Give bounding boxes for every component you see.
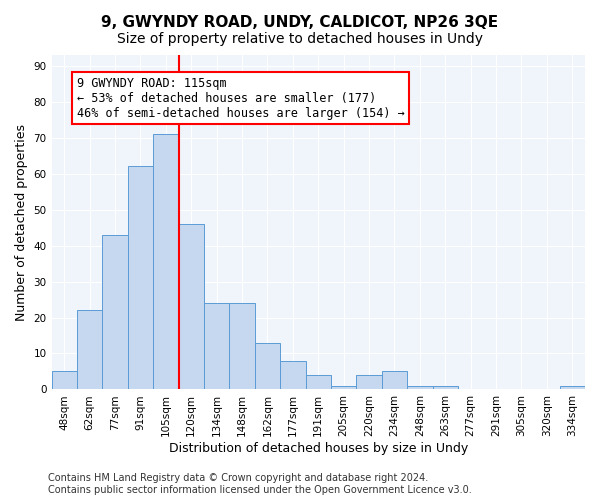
Bar (331, 386, 356, 390)
Bar (433, 386, 458, 390)
Bar (255, 342, 280, 390)
Text: Size of property relative to detached houses in Undy: Size of property relative to detached ho… (117, 32, 483, 46)
Bar (560, 386, 585, 390)
Bar (179, 224, 204, 390)
Text: 9 GWYNDY ROAD: 115sqm
← 53% of detached houses are smaller (177)
46% of semi-det: 9 GWYNDY ROAD: 115sqm ← 53% of detached … (77, 76, 404, 120)
Bar (382, 372, 407, 390)
Y-axis label: Number of detached properties: Number of detached properties (15, 124, 28, 320)
Bar (280, 360, 305, 390)
Bar (77, 310, 103, 390)
Text: 9, GWYNDY ROAD, UNDY, CALDICOT, NP26 3QE: 9, GWYNDY ROAD, UNDY, CALDICOT, NP26 3QE (101, 15, 499, 30)
Bar (128, 166, 153, 390)
Bar (305, 375, 331, 390)
Bar (356, 375, 382, 390)
Text: Contains HM Land Registry data © Crown copyright and database right 2024.
Contai: Contains HM Land Registry data © Crown c… (48, 474, 472, 495)
Bar (153, 134, 179, 390)
Bar (229, 303, 255, 390)
Bar (204, 303, 229, 390)
Bar (103, 235, 128, 390)
Bar (407, 386, 433, 390)
X-axis label: Distribution of detached houses by size in Undy: Distribution of detached houses by size … (169, 442, 468, 455)
Bar (52, 372, 77, 390)
